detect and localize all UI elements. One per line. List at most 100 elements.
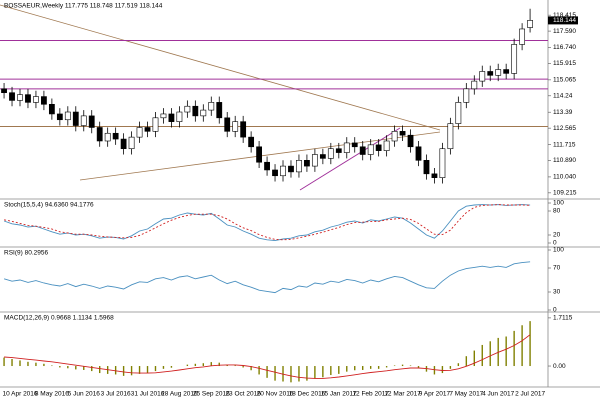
current-price-label: 118.144 — [553, 17, 576, 24]
candle-body — [479, 71, 486, 82]
candle-body — [367, 144, 374, 155]
candle-body — [311, 154, 318, 167]
candle-body — [527, 20, 533, 28]
y-tick-label: 117.590 — [553, 28, 576, 35]
x-tick-label: 10 Apr 2016 — [2, 391, 37, 398]
x-tick-label: 31 Jul 2016 — [131, 391, 165, 398]
candle-body — [495, 69, 502, 76]
candle-body — [391, 131, 398, 142]
y-tick-label: 20 — [553, 232, 561, 239]
candle-body — [224, 117, 231, 132]
y-tick-label: 114.24 — [553, 93, 573, 100]
y-tick-label: 116.740 — [553, 44, 576, 51]
candle-body — [72, 111, 79, 126]
candle-body — [511, 44, 518, 74]
candle-body — [407, 134, 414, 148]
candle-body — [64, 111, 71, 121]
candle-body — [112, 132, 119, 140]
y-tick-label: 113.39 — [553, 109, 573, 116]
chart-title: BOSSAEUR,Weekly 117.775 118.748 117.519 … — [4, 3, 163, 10]
x-tick-label: 2 Jul 2017 — [515, 391, 545, 398]
candle-body — [463, 88, 470, 103]
candle-body — [33, 96, 39, 103]
candle-body — [240, 121, 247, 138]
candle-body — [200, 109, 207, 117]
x-tick-label: 28 Aug 2016 — [161, 391, 198, 398]
candle-body — [160, 113, 167, 119]
candle-body — [248, 136, 255, 148]
indicator-line — [3, 261, 531, 294]
y-tick-label: 0.00 — [553, 363, 566, 370]
indicator-title: RSI(9) 80.2956 — [4, 250, 48, 257]
y-tick-label: 0 — [553, 240, 557, 247]
candle-body — [25, 94, 31, 103]
indicator-line — [3, 204, 531, 242]
candle-body — [192, 105, 199, 117]
candle-body — [280, 165, 286, 177]
y-tick-label: 100 — [553, 200, 564, 207]
y-tick-label: 115.915 — [553, 60, 576, 67]
x-tick-label: 7 May 2017 — [449, 391, 483, 398]
candle-body — [343, 142, 350, 153]
candle-body — [256, 146, 262, 163]
y-tick-label: 0 — [553, 307, 557, 314]
candle-body — [41, 96, 47, 105]
indicator-title: Stoch(15,5,4) 94.6360 94.1776 — [4, 202, 94, 209]
indicator-line — [4, 334, 531, 379]
candle-body — [304, 160, 310, 167]
candle-body — [120, 138, 127, 150]
x-tick-label: 20 Nov 2016 — [257, 391, 294, 398]
candle-body — [136, 127, 143, 138]
y-tick-label: 100 — [553, 247, 564, 254]
candle-body — [296, 160, 302, 173]
candle-body — [208, 102, 215, 111]
candle-body — [288, 165, 294, 173]
candle-body — [415, 146, 422, 161]
candle-body — [104, 132, 111, 142]
candle-body — [383, 140, 390, 151]
candle-body — [216, 102, 223, 119]
y-tick-label: 118.415 — [553, 12, 576, 19]
candle-body — [487, 71, 494, 76]
x-tick-label: 18 Dec 2016 — [288, 391, 325, 398]
candle-body — [335, 148, 342, 153]
y-tick-label: 110.890 — [553, 157, 576, 164]
candle-body — [48, 103, 55, 115]
x-tick-label: 3 Jul 2016 — [101, 391, 131, 398]
y-tick-label: 80 — [553, 208, 561, 215]
x-tick-label: 5 Jun 2016 — [68, 391, 101, 398]
y-tick-label: 112.565 — [553, 125, 576, 132]
x-tick-label: 15 Jan 2017 — [321, 391, 357, 398]
candle-body — [471, 80, 478, 90]
candle-body — [359, 146, 366, 155]
candle-body — [17, 94, 23, 101]
y-tick-label: 115.065 — [553, 77, 576, 84]
x-tick-label: 23 Oct 2016 — [225, 391, 261, 398]
candle-body — [327, 148, 334, 159]
candle-body — [232, 121, 239, 132]
candle-body — [319, 154, 326, 159]
candle-body — [80, 115, 87, 126]
y-tick-label: 30 — [553, 289, 561, 296]
trendline — [0, 4, 441, 131]
candle-body — [168, 113, 175, 122]
candle-body — [439, 148, 446, 178]
candle-body — [447, 123, 454, 150]
candle-body — [144, 127, 151, 132]
indicator-title: MACD(12,26,9) 0.9668 1.1134 1.5968 — [4, 315, 114, 322]
candle-body — [9, 92, 15, 101]
candle-body — [1, 88, 7, 94]
candle-body — [184, 105, 191, 113]
candle-body — [56, 113, 63, 121]
y-tick-label: 70 — [553, 265, 561, 272]
x-tick-label: 8 May 2016 — [35, 391, 69, 398]
candle-body — [264, 161, 270, 171]
candle-body — [431, 173, 438, 178]
x-tick-label: 25 Sep 2016 — [193, 391, 230, 398]
candle-body — [351, 142, 358, 148]
candle-body — [503, 69, 510, 74]
x-tick-label: 12 Feb 2017 — [352, 391, 389, 398]
candle-body — [272, 169, 278, 177]
